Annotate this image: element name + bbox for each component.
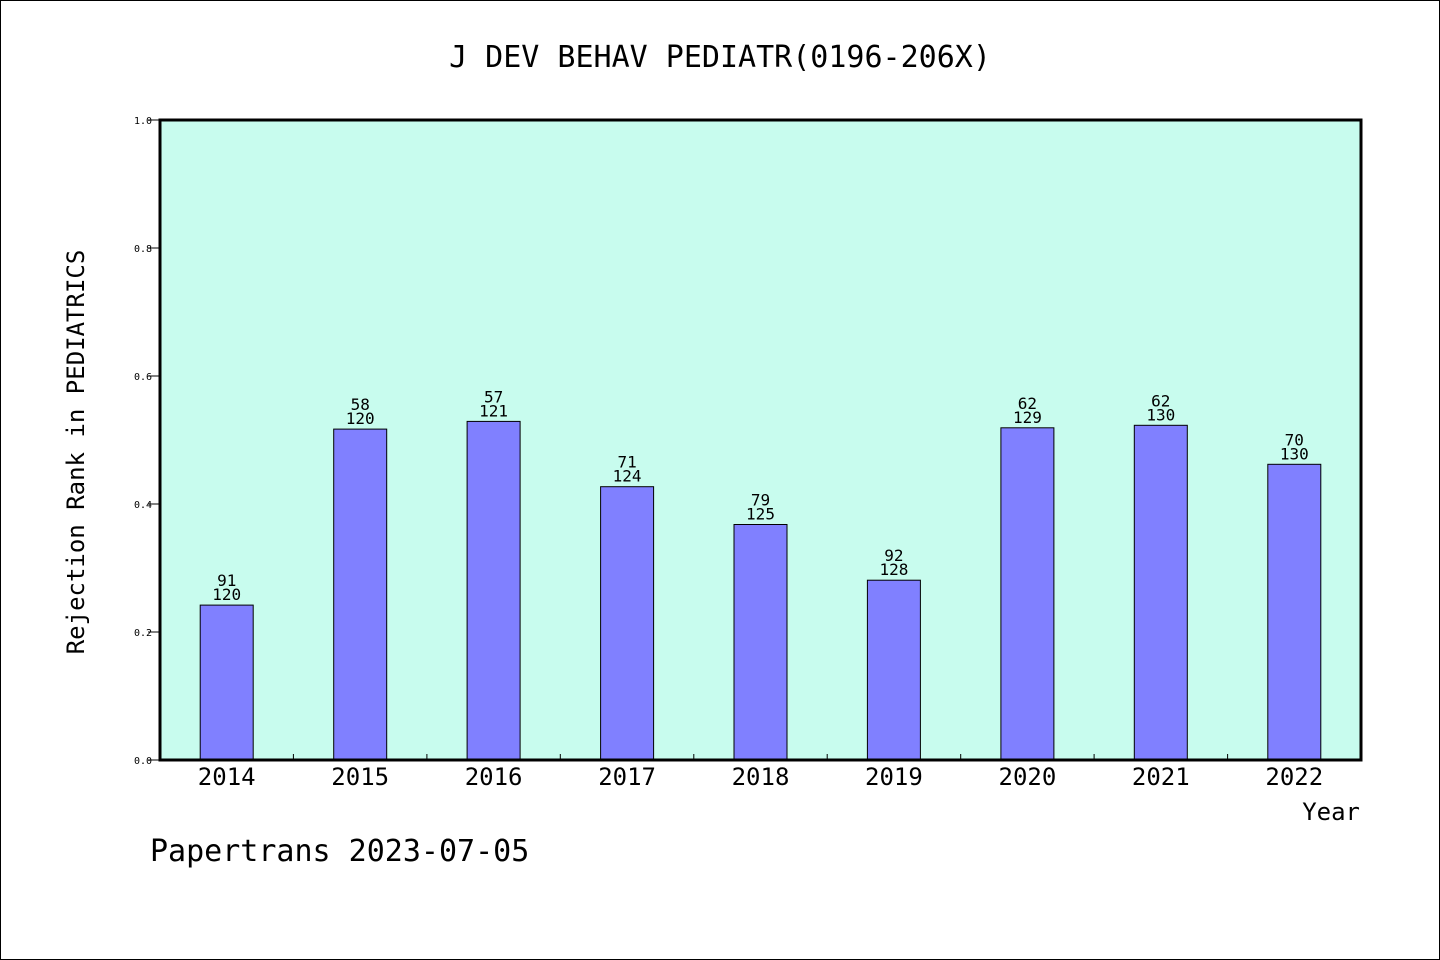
y-tick-label: 1.0 — [134, 116, 152, 127]
bar-2017 — [600, 486, 655, 761]
chart-title: J DEV BEHAV PEDIATR(0196-206X) — [449, 40, 991, 75]
bar-2014 — [199, 604, 254, 761]
bar-label-rank: 62 — [1151, 391, 1170, 410]
bar-label-total: 125 — [746, 505, 775, 524]
bar-label-rank: 57 — [484, 387, 503, 406]
x-tick-label: 2019 — [865, 763, 923, 791]
y-tick-label: 0.2 — [134, 628, 152, 639]
y-tick-label: 0.6 — [134, 372, 152, 383]
bar-label-rank: 62 — [1018, 394, 1037, 413]
x-axis-label: Year — [1302, 798, 1360, 826]
bar-2016 — [466, 420, 521, 761]
bar-2018 — [733, 524, 788, 761]
x-tick-label: 2016 — [465, 763, 523, 791]
x-tick-label: 2018 — [732, 763, 790, 791]
bar-2022 — [1267, 463, 1322, 761]
bar-label-total: 120 — [212, 585, 241, 604]
credit-footer: Papertrans 2023-07-05 — [150, 834, 530, 869]
bar-label-rank: 91 — [217, 571, 236, 590]
bar-label-total: 128 — [879, 560, 908, 579]
x-tick-label: 2015 — [331, 763, 389, 791]
bar-label-rank: 71 — [617, 453, 636, 472]
bar-2021 — [1133, 424, 1188, 761]
x-axis: 2014 2015 2016 2017 2018 2019 2020 2021 2022 — [198, 754, 1323, 791]
bar-label-rank: 92 — [884, 546, 903, 565]
bar-label-total: 129 — [1013, 408, 1042, 427]
bar-label-total: 124 — [613, 467, 642, 486]
bar-2020 — [1000, 427, 1055, 761]
plot-border — [158, 118, 1363, 762]
bar-label-rank: 70 — [1285, 430, 1304, 449]
bar-label-total: 130 — [1146, 405, 1175, 424]
y-tick-label: 0.4 — [134, 500, 152, 511]
y-axis: 0.0 0.2 0.4 0.6 0.8 1.0 — [134, 116, 160, 767]
x-tick-label: 2020 — [999, 763, 1057, 791]
x-tick-label: 2014 — [198, 763, 256, 791]
x-tick-label: 2017 — [598, 763, 656, 791]
x-tick-label: 2022 — [1265, 763, 1323, 791]
bar-label-total: 130 — [1280, 444, 1309, 463]
bar-label-total: 120 — [346, 409, 375, 428]
bar-label-total: 121 — [479, 401, 508, 420]
x-tick-label: 2021 — [1132, 763, 1190, 791]
bar-label-rank: 58 — [351, 395, 370, 414]
bars: 9112058120571217112479125921286212962130… — [199, 387, 1322, 761]
y-tick-label: 0.0 — [134, 756, 152, 767]
bar-2019 — [866, 579, 921, 761]
y-axis-label: Rejection Rank in PEDIATRICS — [62, 250, 90, 655]
y-tick-label: 0.8 — [134, 244, 152, 255]
bar-2015 — [333, 428, 388, 761]
bar-label-rank: 79 — [751, 491, 770, 510]
